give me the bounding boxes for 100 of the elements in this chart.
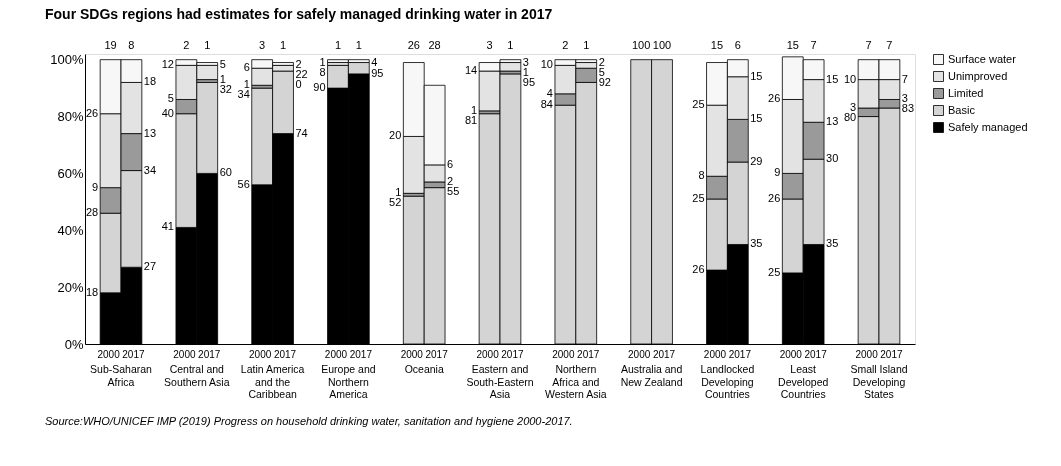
data-label: 40 bbox=[161, 106, 174, 119]
data-label: 15 bbox=[710, 39, 724, 51]
x-tick-label: 2000 bbox=[173, 349, 196, 360]
data-label: 1 bbox=[319, 55, 326, 68]
text: Latin America and the Caribbean bbox=[240, 363, 305, 400]
data-label: 8 bbox=[698, 169, 705, 182]
x-tick-label: 2017 bbox=[349, 349, 373, 360]
data-label: 22 bbox=[295, 68, 308, 81]
x-tick-label: 2017 bbox=[880, 349, 903, 360]
data-label: 7 bbox=[865, 39, 872, 51]
text: Sub-Saharan Africa bbox=[90, 363, 153, 388]
data-label: 52 bbox=[389, 196, 402, 209]
data-label: 3 bbox=[486, 39, 493, 51]
data-label: 1 bbox=[522, 65, 529, 78]
data-label: 1 bbox=[204, 39, 211, 51]
data-label: 4 bbox=[546, 86, 553, 99]
text: Least Developed Countries bbox=[778, 363, 829, 400]
data-label: 12 bbox=[161, 58, 174, 71]
x-tick-label: 2000 bbox=[628, 349, 651, 360]
data-label: 18 bbox=[85, 285, 99, 298]
x-tick-label: 2017 bbox=[804, 349, 828, 360]
x-tick-label: 2017 bbox=[122, 349, 145, 360]
data-label: 55 bbox=[447, 184, 460, 197]
data-label: 34 bbox=[143, 163, 157, 176]
data-label: 5 bbox=[598, 65, 605, 78]
data-label: 84 bbox=[540, 98, 553, 111]
x-tick-label: 2000 bbox=[97, 349, 121, 360]
data-label: 26 bbox=[768, 92, 781, 105]
data-label: 25 bbox=[692, 192, 705, 204]
text: Small Island Developing States bbox=[850, 363, 908, 400]
data-label: 1 bbox=[279, 39, 287, 51]
data-label: 60 bbox=[219, 166, 232, 179]
data-label: 9 bbox=[92, 180, 99, 193]
data-label: 0 bbox=[295, 78, 302, 91]
data-label: 26 bbox=[692, 263, 705, 276]
data-label: 100 bbox=[632, 39, 651, 51]
x-tick-label: 2017 bbox=[198, 349, 221, 360]
data-label: 30 bbox=[826, 152, 839, 165]
data-label: 56 bbox=[237, 177, 250, 190]
data-label: 15 bbox=[786, 39, 799, 51]
data-label: 35 bbox=[826, 237, 839, 250]
x-tick-label: 2000 bbox=[779, 349, 803, 360]
x-tick-label: 2017 bbox=[501, 349, 524, 360]
data-label: 5 bbox=[219, 58, 226, 71]
legend-label: Limited bbox=[948, 86, 984, 99]
data-label: 1 bbox=[243, 78, 250, 91]
data-label: 6 bbox=[447, 157, 454, 170]
data-label: 7 bbox=[901, 72, 908, 85]
data-label: 15 bbox=[750, 112, 763, 125]
chart-title: Four SDGs regions had estimates for safely managed drinking water in 2017 bbox=[45, 6, 553, 22]
data-label: 74 bbox=[295, 126, 308, 139]
x-tick-label: 2017 bbox=[728, 349, 752, 360]
text: Europe and Northern America bbox=[321, 363, 376, 400]
x-tick-label: 2000 bbox=[855, 349, 879, 360]
data-label: 18 bbox=[143, 75, 157, 88]
data-label: 1 bbox=[334, 39, 342, 51]
x-tick-label: 2017 bbox=[652, 349, 676, 360]
data-label: 80 bbox=[843, 111, 857, 124]
data-label: 2 bbox=[562, 39, 569, 51]
data-label: 13 bbox=[826, 115, 839, 128]
data-label: 81 bbox=[464, 113, 478, 126]
data-label: 95 bbox=[522, 75, 536, 88]
data-label: 2 bbox=[295, 58, 302, 71]
legend-label: Surface water bbox=[948, 52, 1017, 65]
x-tick-label: 2017 bbox=[577, 349, 600, 360]
data-label: 95 bbox=[371, 66, 384, 79]
x-tick-label: 2017 bbox=[273, 349, 297, 360]
x-tick-label: 2000 bbox=[703, 349, 727, 360]
data-label: 19 bbox=[104, 39, 117, 51]
data-label: 92 bbox=[598, 75, 611, 88]
legend-label: Safely managed bbox=[948, 120, 1028, 133]
text: Australia and New Zealand bbox=[620, 363, 683, 388]
data-label: 15 bbox=[750, 69, 763, 82]
data-label: 1 bbox=[395, 186, 402, 199]
x-tick-label: 2017 bbox=[425, 349, 449, 360]
data-label: 1 bbox=[219, 72, 226, 85]
data-label: 34 bbox=[237, 88, 250, 101]
source-note: Source:WHO/UNICEF IMP (2019) Progress on household drinking water, sanitation and hygiene 2000-2017. bbox=[45, 415, 573, 427]
data-label: 28 bbox=[428, 39, 441, 51]
data-label: 1 bbox=[471, 103, 478, 116]
data-label: 10 bbox=[540, 58, 553, 71]
data-label: 1 bbox=[507, 39, 514, 51]
y-tick-label: 60% bbox=[57, 165, 84, 181]
x-tick-label: 2000 bbox=[400, 349, 424, 360]
y-tick-label: 80% bbox=[57, 109, 84, 125]
data-label: 9 bbox=[774, 166, 781, 179]
data-label: 8 bbox=[319, 65, 326, 78]
data-label: 2 bbox=[183, 39, 190, 51]
data-label: 25 bbox=[692, 98, 705, 111]
text: Eastern and South-Eastern Asia bbox=[466, 363, 534, 400]
data-label: 100 bbox=[652, 39, 672, 51]
data-label: 35 bbox=[750, 237, 763, 250]
data-label: 14 bbox=[464, 64, 478, 77]
data-label: 2 bbox=[598, 55, 605, 68]
data-label: 10 bbox=[843, 72, 857, 85]
data-label: 26 bbox=[768, 192, 781, 204]
data-label: 83 bbox=[901, 102, 915, 115]
data-label: 13 bbox=[143, 126, 157, 139]
data-label: 7 bbox=[810, 39, 817, 51]
data-label: 41 bbox=[161, 220, 174, 233]
